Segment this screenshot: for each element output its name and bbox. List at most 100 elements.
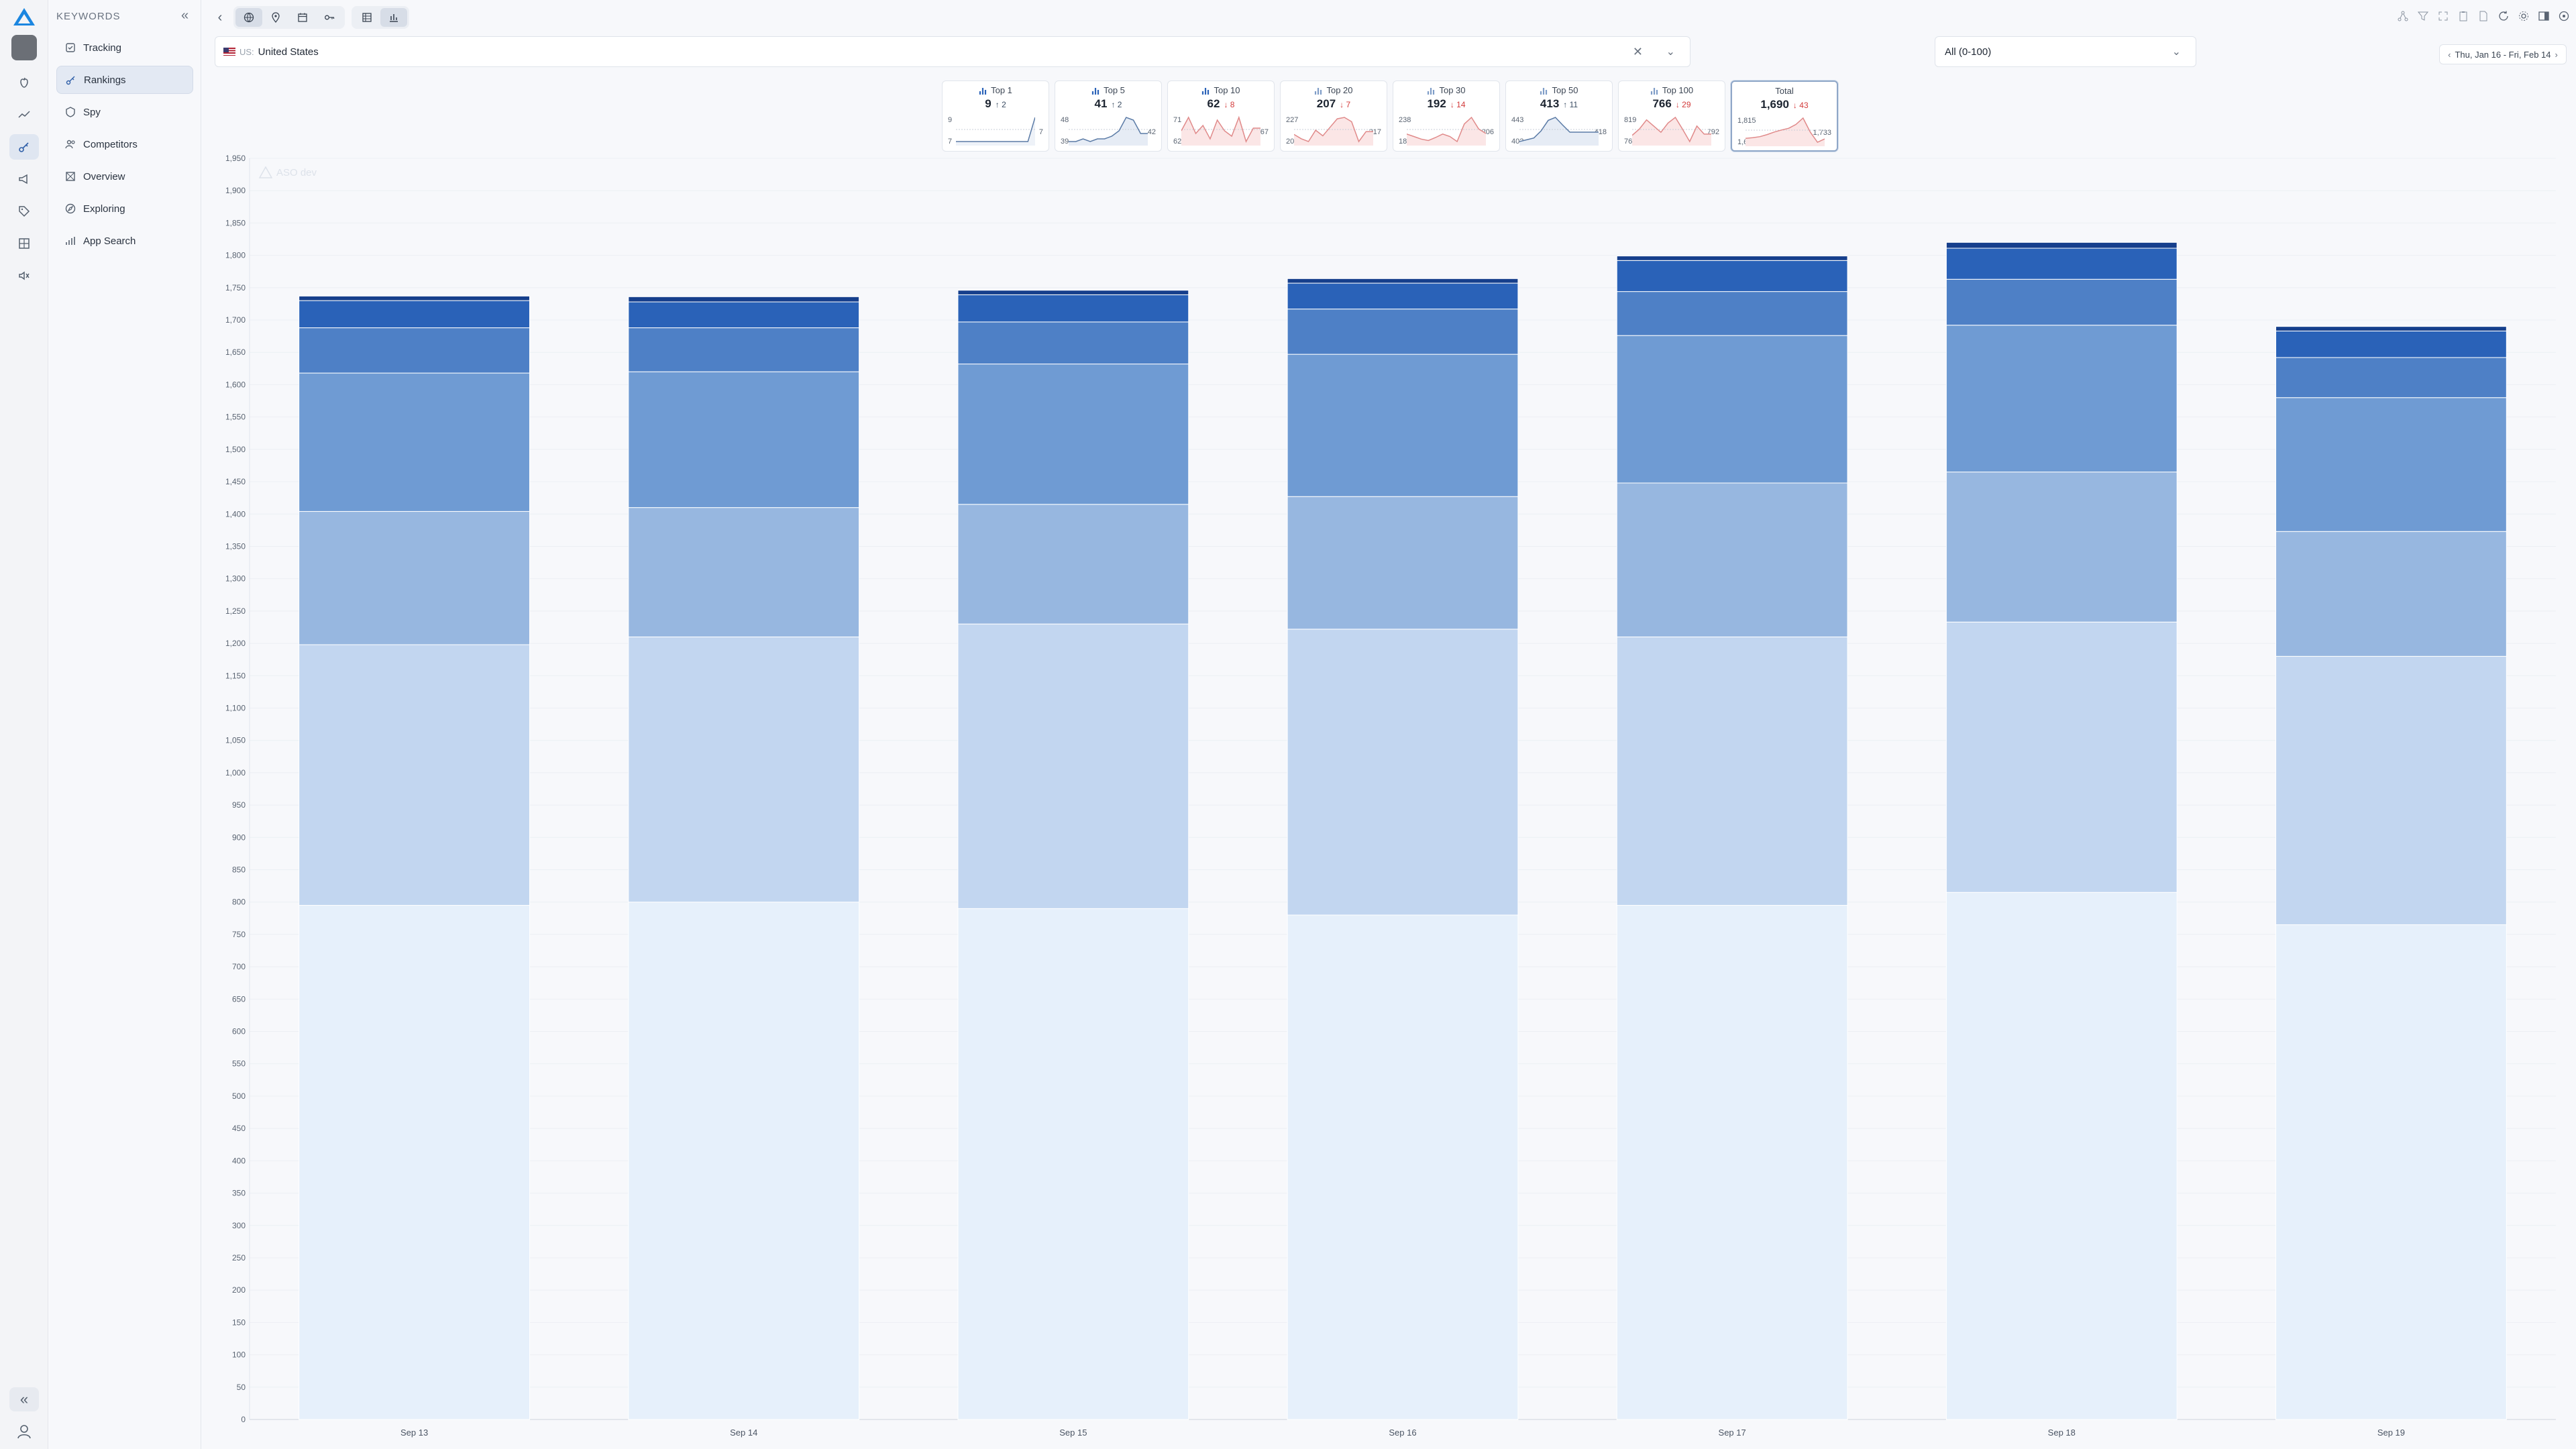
settings-gear-icon[interactable]: [2517, 9, 2530, 23]
bar-segment[interactable]: [299, 372, 530, 512]
bar-segment[interactable]: [1287, 914, 1519, 1420]
bar-segment[interactable]: [299, 327, 530, 374]
bar-segment[interactable]: [628, 902, 860, 1420]
bar-segment[interactable]: [1945, 621, 2178, 893]
chevron-down-icon[interactable]: ⌄: [1666, 46, 1675, 58]
sidebar-item-overview[interactable]: Overview: [56, 162, 193, 191]
bar-segment[interactable]: [299, 905, 530, 1420]
bar-segment[interactable]: [1287, 496, 1519, 630]
bar-segment[interactable]: [1616, 260, 1848, 292]
sidebar-item-exploring[interactable]: Exploring: [56, 195, 193, 223]
table-view-button[interactable]: [354, 8, 380, 27]
bar-segment[interactable]: [1945, 325, 2178, 473]
rank-range-select[interactable]: All (0-100) ⌄: [1935, 36, 2196, 67]
bar-segment[interactable]: [957, 321, 1189, 365]
rail-sound-icon[interactable]: [9, 263, 39, 288]
bar-segment[interactable]: [1616, 291, 1848, 336]
bar-segment[interactable]: [2275, 357, 2507, 398]
bar-segment[interactable]: [957, 623, 1189, 909]
prev-date-icon[interactable]: ‹: [2448, 49, 2451, 60]
bar-segment[interactable]: [2275, 397, 2507, 532]
bar-segment[interactable]: [2275, 924, 2507, 1420]
expand-sidebar-button[interactable]: «: [9, 1387, 39, 1411]
metric-card[interactable]: Top 30 192 ↓ 14 238 185 206: [1393, 80, 1500, 152]
location-toggle-button[interactable]: [262, 8, 289, 27]
bar-segment[interactable]: [1616, 636, 1848, 906]
bar-segment[interactable]: [957, 290, 1189, 295]
bar-segment[interactable]: [1616, 482, 1848, 637]
bar-segment[interactable]: [628, 327, 860, 372]
clear-country-icon[interactable]: ✕: [1632, 44, 1643, 58]
sidebar-item-spy[interactable]: Spy: [56, 98, 193, 126]
bar-segment[interactable]: [1616, 905, 1848, 1420]
bar-segment[interactable]: [1287, 278, 1519, 284]
bar-segment[interactable]: [628, 371, 860, 508]
bar-segment[interactable]: [957, 294, 1189, 323]
chart-view-button[interactable]: [380, 8, 407, 27]
bar-segment[interactable]: [957, 908, 1189, 1420]
collapse-sidebar-icon[interactable]: «: [181, 8, 189, 23]
bar-segment[interactable]: [2275, 655, 2507, 925]
sidebar-item-tracking[interactable]: Tracking: [56, 34, 193, 62]
rail-grid-icon[interactable]: [9, 231, 39, 256]
back-button[interactable]: ‹: [217, 9, 223, 25]
calendar-toggle-button[interactable]: [289, 8, 316, 27]
bar-segment[interactable]: [1945, 278, 2178, 326]
bar-segment[interactable]: [628, 296, 860, 303]
metric-card[interactable]: Top 5 41 ↑ 2 48 39 42: [1055, 80, 1162, 152]
rail-keywords-icon[interactable]: [9, 134, 39, 160]
app-avatar[interactable]: [11, 35, 37, 60]
panel-toggle-icon[interactable]: [2537, 9, 2551, 23]
nodes-icon[interactable]: [2396, 9, 2410, 23]
globe-toggle-button[interactable]: [235, 8, 262, 27]
metric-card[interactable]: Top 10 62 ↓ 8 71 62 67: [1167, 80, 1275, 152]
bar-segment[interactable]: [628, 507, 860, 637]
rail-apple-icon[interactable]: [9, 70, 39, 95]
country-select[interactable]: US: United States ✕ ⌄: [215, 36, 1690, 67]
bar-segment[interactable]: [1287, 354, 1519, 497]
next-date-icon[interactable]: ›: [2555, 49, 2558, 60]
metric-card[interactable]: Top 100 766 ↓ 29 819 766 792: [1618, 80, 1725, 152]
bar-segment[interactable]: [628, 636, 860, 903]
bar-segment[interactable]: [1287, 282, 1519, 310]
bar-segment[interactable]: [1945, 472, 2178, 623]
help-icon[interactable]: [2557, 9, 2571, 23]
bar-segment[interactable]: [1287, 629, 1519, 916]
clipboard-icon[interactable]: [2457, 9, 2470, 23]
user-icon[interactable]: [15, 1422, 34, 1441]
sidebar-item-competitors[interactable]: Competitors: [56, 130, 193, 158]
bar-segment[interactable]: [2275, 326, 2507, 331]
sidebar-item-rankings[interactable]: Rankings: [56, 66, 193, 94]
bar-segment[interactable]: [1287, 309, 1519, 355]
bar-segment[interactable]: [2275, 531, 2507, 657]
bar-segment[interactable]: [957, 364, 1189, 505]
app-logo-icon[interactable]: [12, 7, 36, 27]
rail-megaphone-icon[interactable]: [9, 166, 39, 192]
bar-segment[interactable]: [628, 301, 860, 329]
bar-segment[interactable]: [299, 295, 530, 301]
bar-segment[interactable]: [1945, 892, 2178, 1420]
bar-segment[interactable]: [2275, 330, 2507, 358]
bar-segment[interactable]: [299, 300, 530, 329]
bar-segment[interactable]: [299, 511, 530, 645]
bar-segment[interactable]: [1945, 241, 2178, 249]
expand-icon[interactable]: [2436, 9, 2450, 23]
metric-card[interactable]: Top 20 207 ↓ 7 227 207 217: [1280, 80, 1387, 152]
bar-segment[interactable]: [1616, 256, 1848, 261]
bar-segment[interactable]: [1945, 248, 2178, 280]
key-toggle-button[interactable]: [316, 8, 343, 27]
date-range-picker[interactable]: ‹ Thu, Jan 16 - Fri, Feb 14 ›: [2439, 44, 2567, 64]
document-icon[interactable]: [2477, 9, 2490, 23]
sidebar-item-app-search[interactable]: App Search: [56, 227, 193, 255]
card-value-row: 62 ↓ 8: [1168, 97, 1274, 111]
refresh-icon[interactable]: [2497, 9, 2510, 23]
bar-segment[interactable]: [957, 504, 1189, 625]
rail-tag-icon[interactable]: [9, 199, 39, 224]
filter-icon[interactable]: [2416, 9, 2430, 23]
rail-trend-icon[interactable]: [9, 102, 39, 127]
bar-segment[interactable]: [1616, 335, 1848, 484]
metric-card[interactable]: Top 50 413 ↑ 11 443 402 418: [1505, 80, 1613, 152]
bar-segment[interactable]: [299, 644, 530, 906]
